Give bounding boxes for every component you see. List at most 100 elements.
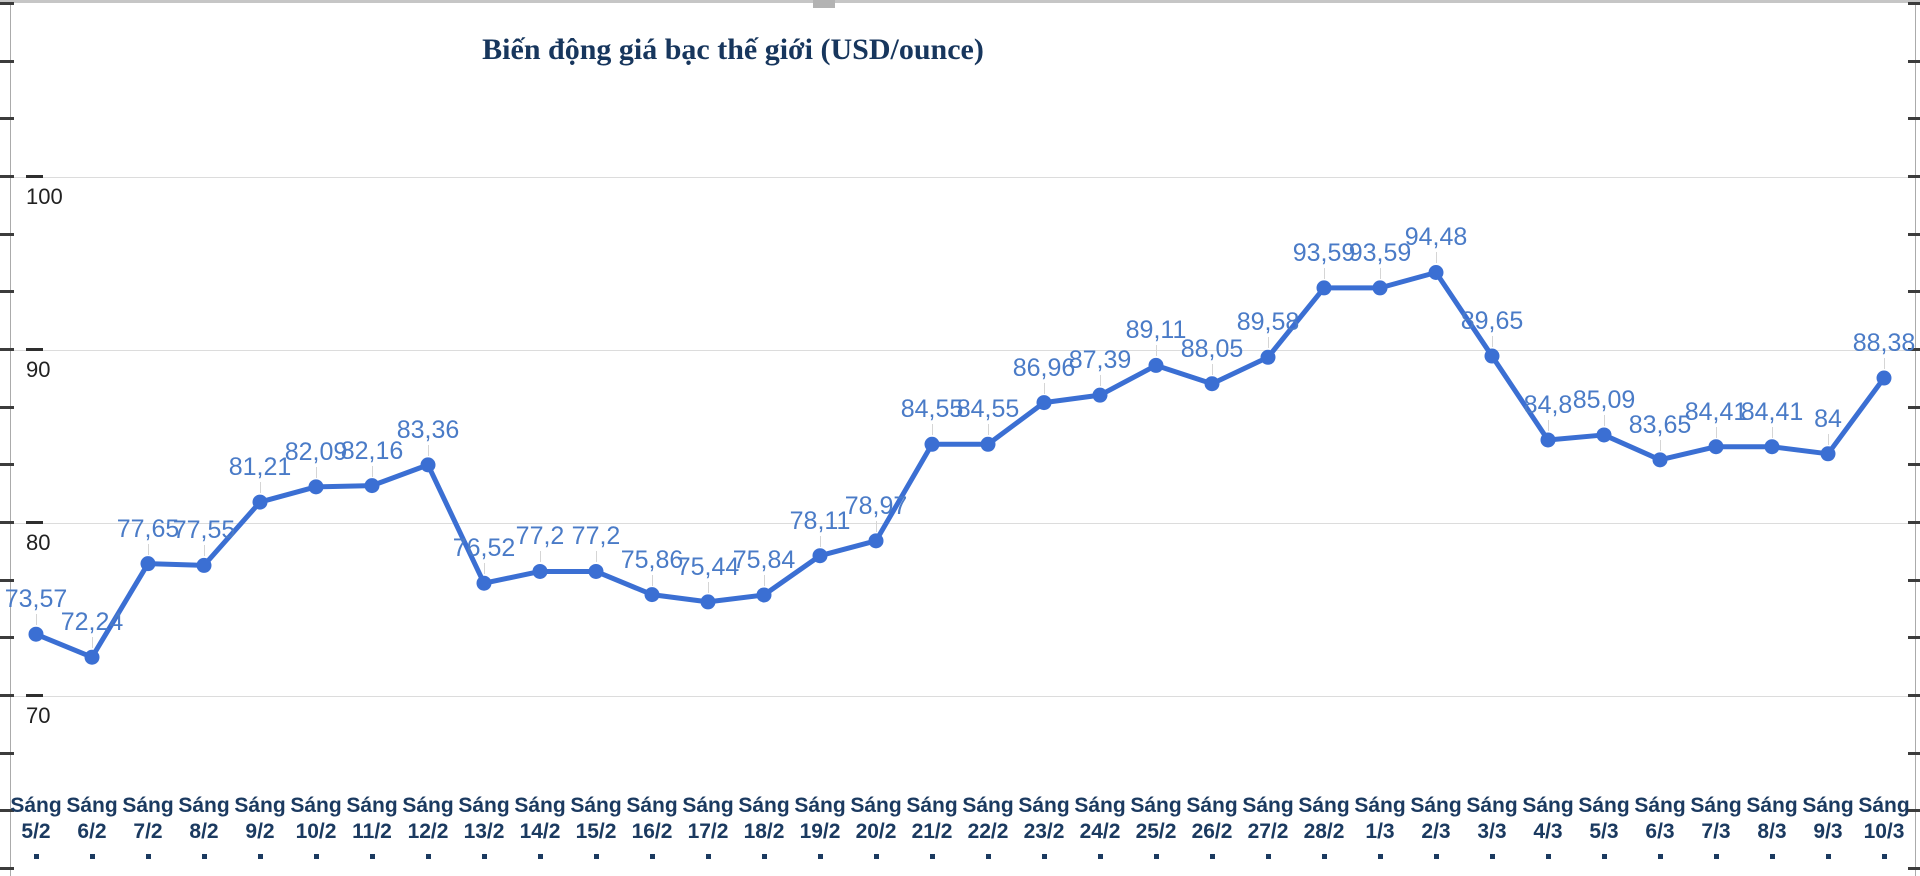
data-point (924, 436, 940, 452)
y-major-tick (26, 175, 43, 178)
y-axis-line-left (10, 3, 11, 876)
data-point (644, 587, 660, 603)
x-axis-tick (650, 854, 655, 859)
data-point (1372, 280, 1388, 296)
x-category-label: Sáng 8/2 (178, 794, 230, 843)
data-point (756, 587, 772, 603)
data-point (84, 649, 100, 665)
y-tick-label: 90 (26, 357, 51, 382)
data-point (420, 457, 436, 473)
label-leader-line (651, 574, 653, 586)
x-category-label: Sáng 5/2 (10, 794, 62, 843)
data-point (1204, 376, 1220, 392)
x-category-label: Sáng 28/2 (1298, 794, 1350, 843)
data-point-label: 93,59 (1348, 238, 1412, 267)
label-leader-line (1883, 358, 1885, 370)
y-minor-tick-right (1908, 117, 1920, 121)
label-leader-line (35, 614, 37, 626)
data-point-label: 77,55 (172, 516, 236, 545)
x-axis-tick (930, 854, 935, 859)
data-point-label: 78,11 (789, 506, 851, 535)
y-tick-label: 100 (26, 184, 63, 209)
x-category-label: Sáng 5/3 (1578, 794, 1630, 843)
y-minor-tick-left (0, 463, 14, 467)
label-leader-line (1267, 337, 1269, 349)
x-category-label: Sáng 25/2 (1130, 794, 1182, 843)
x-category-label: Sáng 6/2 (66, 794, 118, 843)
y-minor-tick-left (0, 348, 14, 352)
y-minor-tick-right (1908, 636, 1920, 640)
x-axis-tick (426, 854, 431, 859)
label-leader-line (1379, 267, 1381, 279)
label-leader-line (1771, 426, 1773, 438)
y-minor-tick-right (1908, 348, 1920, 352)
y-minor-tick-right (1908, 521, 1920, 525)
data-point-label: 81,21 (228, 453, 292, 482)
x-category-label: Sáng 26/2 (1186, 794, 1238, 843)
data-point (532, 563, 548, 579)
data-point-label: 87,39 (1068, 346, 1132, 375)
x-category-label: Sáng 10/2 (290, 794, 342, 843)
label-leader-line (1659, 439, 1661, 451)
x-category-label: Sáng 20/2 (850, 794, 902, 843)
data-point (1820, 446, 1836, 462)
data-point-label: 88,05 (1180, 334, 1244, 363)
x-category-label: Sáng 9/3 (1802, 794, 1854, 843)
data-point-label: 82,09 (284, 437, 348, 466)
x-axis-tick (258, 854, 263, 859)
x-axis-tick (1434, 854, 1439, 859)
y-minor-tick-left (0, 694, 14, 698)
x-axis-tick (818, 854, 823, 859)
data-point-label: 83,65 (1628, 410, 1692, 439)
data-point (1316, 280, 1332, 296)
data-point (1596, 427, 1612, 443)
x-category-label: Sáng 16/2 (626, 794, 678, 843)
x-category-label: Sáng 1/3 (1354, 794, 1406, 843)
data-point (980, 436, 996, 452)
data-point-label: 85,09 (1572, 385, 1636, 414)
data-point (1540, 432, 1556, 448)
label-leader-line (539, 551, 541, 563)
x-category-label: Sáng 14/2 (514, 794, 566, 843)
data-point-label: 73,57 (4, 585, 68, 614)
x-axis-tick (34, 854, 39, 859)
data-point (700, 594, 716, 610)
x-axis-tick (1602, 854, 1607, 859)
data-point-label: 88,38 (1852, 329, 1916, 358)
y-minor-tick-right (1908, 578, 1920, 582)
x-category-label: Sáng 18/2 (738, 794, 790, 843)
x-category-label: Sáng 10/3 (1858, 794, 1910, 843)
y-minor-tick-right (1908, 809, 1920, 813)
x-axis-tick (90, 854, 95, 859)
data-point (1148, 357, 1164, 373)
y-minor-tick-left (0, 59, 14, 63)
y-minor-tick-left (0, 117, 14, 121)
x-category-label: Sáng 13/2 (458, 794, 510, 843)
label-leader-line (1603, 414, 1605, 426)
y-major-tick (26, 694, 43, 697)
data-point-label: 78,97 (844, 491, 908, 520)
data-point (1708, 439, 1724, 455)
x-axis-tick (1882, 854, 1887, 859)
data-point-label: 77,2 (515, 522, 565, 551)
label-leader-line (1827, 433, 1829, 445)
data-point-label: 86,96 (1012, 353, 1076, 382)
data-point-label: 84,8 (1523, 390, 1573, 419)
data-point-label: 84 (1814, 404, 1842, 433)
x-axis-tick (706, 854, 711, 859)
data-point (308, 479, 324, 495)
y-axis-line-right (1915, 3, 1916, 876)
y-major-tick (26, 521, 43, 524)
data-point (1652, 452, 1668, 468)
label-leader-line (1435, 252, 1437, 264)
x-axis-tick (1658, 854, 1663, 859)
y-minor-tick-left (0, 751, 14, 755)
y-minor-tick-right (1908, 232, 1920, 236)
x-axis-tick (1042, 854, 1047, 859)
series-line (33, 269, 1887, 660)
y-tick-label: 70 (26, 703, 51, 728)
x-category-label: Sáng 19/2 (794, 794, 846, 843)
y-minor-tick-left (0, 2, 14, 5)
x-axis-tick (986, 854, 991, 859)
